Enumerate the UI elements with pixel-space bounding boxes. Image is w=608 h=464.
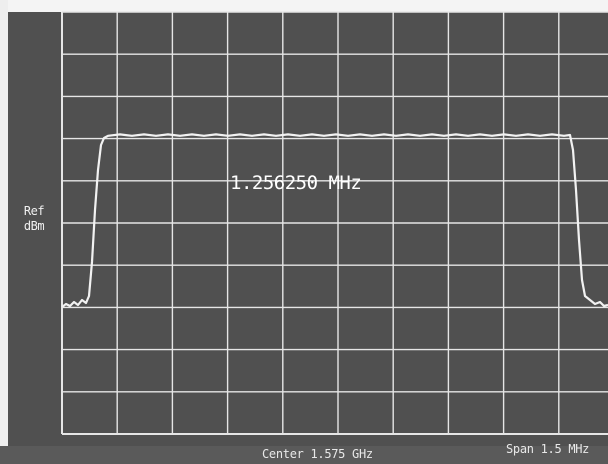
reference-level-label: Ref dBm xyxy=(14,204,54,234)
ref-label-line1: Ref xyxy=(23,204,45,218)
frame-border-bottom xyxy=(0,446,608,464)
span-label: Span 1.5 MHz xyxy=(506,442,590,456)
marker-frequency-readout: 1.256250 MHz xyxy=(230,172,362,194)
spectrum-trace xyxy=(61,133,608,308)
ref-label-unit: dBm xyxy=(23,219,45,233)
center-frequency-label: Center 1.575 GHz xyxy=(262,447,373,461)
graticule-grid xyxy=(61,11,608,435)
frame-border-top xyxy=(0,0,608,12)
frame-border-left xyxy=(0,0,8,464)
